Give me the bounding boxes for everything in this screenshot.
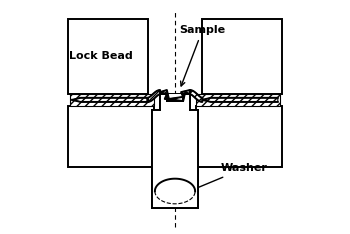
Text: Lock Bead: Lock Bead: [69, 51, 133, 62]
Bar: [152, 110, 198, 208]
Bar: [196, 106, 282, 167]
Text: Washer: Washer: [193, 163, 267, 190]
Polygon shape: [72, 90, 278, 102]
Bar: [196, 94, 280, 106]
Bar: [160, 94, 190, 110]
Bar: [68, 106, 154, 167]
Polygon shape: [155, 179, 195, 204]
Text: Sample: Sample: [179, 25, 225, 86]
Bar: [152, 110, 198, 208]
Bar: [202, 19, 282, 94]
Text: Ram: Ram: [161, 136, 189, 146]
Bar: [160, 94, 190, 110]
Bar: [70, 94, 154, 106]
Bar: [68, 19, 148, 94]
